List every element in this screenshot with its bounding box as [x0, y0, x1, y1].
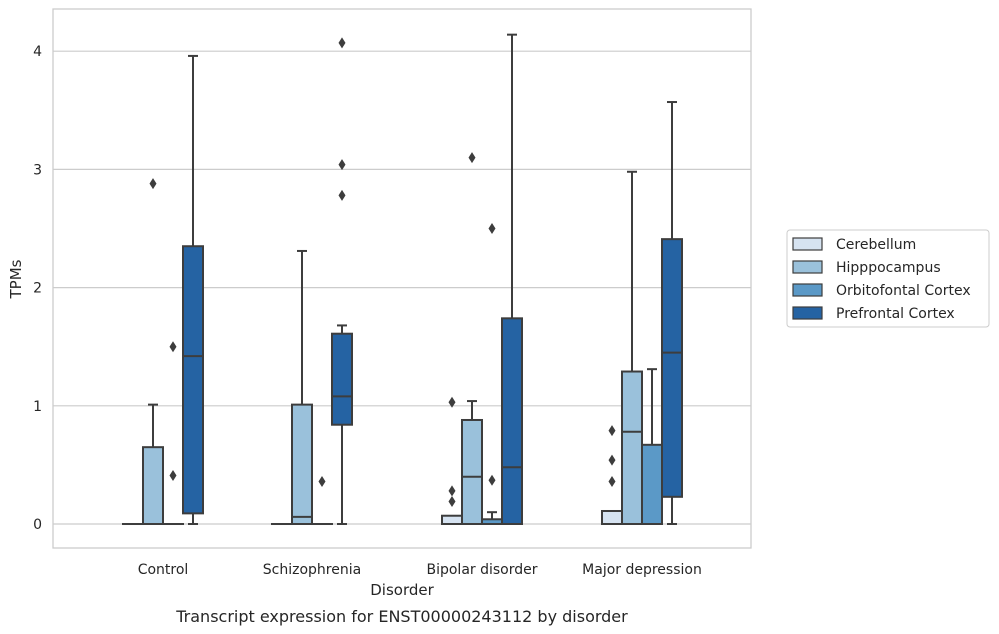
- outlier-point: [468, 152, 476, 164]
- y-tick-labels: 0 1 2 3 4: [33, 44, 42, 533]
- box-3-3: [481, 223, 503, 525]
- box-4-1: [182, 54, 204, 525]
- outlier-point: [169, 470, 177, 482]
- y-axis-title: TPMs: [7, 259, 25, 299]
- outlier-point: [488, 223, 496, 234]
- legend-swatch-2: [792, 260, 823, 274]
- legend-frame: [786, 229, 990, 328]
- box-1-3: [441, 396, 463, 526]
- y-tick-label-0: 0: [33, 517, 42, 533]
- box-iqr: [621, 370, 643, 525]
- outlier-point: [488, 474, 496, 486]
- legend-label-3: Orbitofontal Cortex: [836, 283, 971, 299]
- x-tick-label-3: Bipolar disorder: [426, 562, 537, 578]
- outlier-point: [608, 475, 616, 487]
- box-iqr: [291, 403, 313, 526]
- x-tick-labels: Control Schizophrenia Bipolar disorder Majo…: [138, 562, 702, 578]
- outlier-point: [318, 475, 326, 487]
- box-iqr: [441, 514, 463, 526]
- box-2-2: [291, 249, 313, 526]
- box-iqr: [331, 332, 353, 426]
- outlier-point: [448, 496, 456, 508]
- outlier-point: [608, 425, 616, 437]
- y-tick-label-4: 4: [33, 44, 42, 60]
- x-axis-title: Disorder: [370, 581, 434, 599]
- outlier-point: [169, 341, 177, 353]
- box-iqr: [601, 509, 623, 525]
- legend-swatch-3: [792, 283, 823, 297]
- box-iqr: [142, 446, 164, 526]
- y-tick-label-3: 3: [33, 162, 42, 178]
- outlier-point: [448, 396, 456, 408]
- box-iqr: [182, 245, 204, 515]
- x-tick-label-2: Schizophrenia: [263, 562, 361, 578]
- x-tick-label-1: Control: [138, 562, 189, 578]
- box-plots: [122, 33, 683, 526]
- box-2-1: [142, 178, 164, 526]
- outlier-point: [338, 37, 346, 49]
- box-2-3: [461, 152, 483, 526]
- legend-label-2: Hipppocampus: [836, 260, 941, 276]
- legend: Cerebellum Hipppocampus Orbitofontal Corte…: [786, 229, 990, 328]
- box-iqr: [661, 238, 683, 498]
- box-3-2: [311, 475, 333, 526]
- y-tick-label-1: 1: [33, 399, 42, 415]
- legend-swatch-1: [792, 237, 823, 251]
- box-3-1: [162, 341, 184, 526]
- box-iqr: [461, 418, 483, 526]
- plot-frame: [52, 8, 752, 549]
- box-iqr: [501, 317, 523, 525]
- outlier-point: [338, 159, 346, 171]
- y-tick-label-2: 2: [33, 281, 42, 297]
- box-4-4: [661, 101, 683, 525]
- box-4-3: [501, 33, 523, 525]
- legend-swatch-4: [792, 306, 823, 320]
- box-4-2: [331, 37, 353, 525]
- legend-label-1: Cerebellum: [836, 237, 916, 253]
- chart-caption: Transcript expression for ENST0000024311…: [175, 607, 628, 626]
- outlier-point: [338, 189, 346, 201]
- x-tick-label-4: Major depression: [582, 562, 702, 578]
- box-iqr: [641, 443, 663, 525]
- outlier-point: [448, 485, 456, 497]
- outlier-point: [608, 454, 616, 466]
- outlier-point: [149, 178, 157, 190]
- legend-label-4: Prefrontal Cortex: [836, 306, 955, 322]
